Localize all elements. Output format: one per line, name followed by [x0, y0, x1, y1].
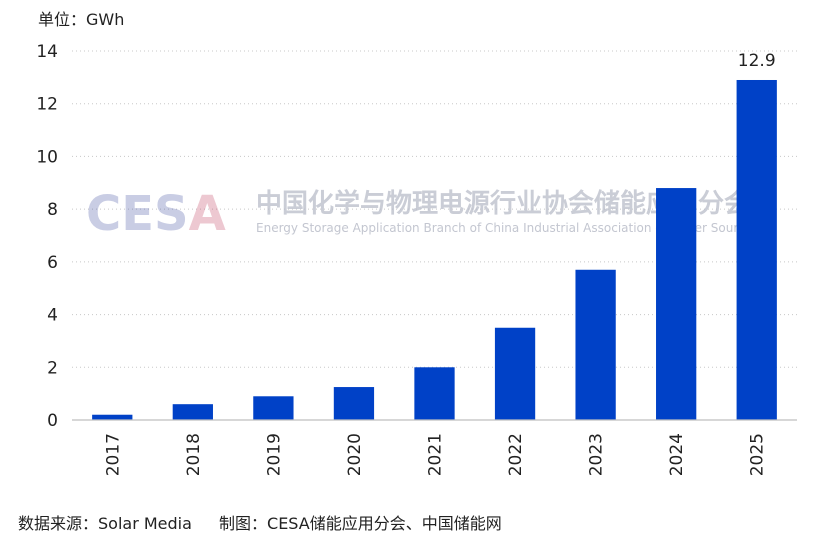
y-tick-label: 14 — [36, 42, 58, 62]
bar-2019 — [253, 396, 294, 420]
data-label: 12.9 — [738, 51, 776, 71]
unit-label: 单位：GWh — [38, 10, 124, 29]
x-tick-label: 2025 — [748, 433, 768, 476]
y-tick-label: 2 — [47, 358, 58, 378]
bar-2022 — [494, 327, 536, 420]
y-tick-label: 4 — [47, 306, 58, 326]
x-tick-label: 2019 — [264, 433, 284, 476]
y-tick-label: 0 — [47, 411, 58, 431]
x-tick-label: 2018 — [184, 433, 204, 476]
data-labels: 12.9 — [738, 51, 776, 71]
bar-2020 — [333, 387, 375, 420]
watermark-logo: CESA — [86, 186, 226, 242]
x-axis: 2017 2018 2019 2020 2021 2022 2023 2024 2025 — [103, 433, 767, 476]
footer: 数据来源：Solar Media 制图：CESA储能应用分会、中国储能网 — [18, 510, 524, 534]
x-tick-label: 2021 — [426, 433, 446, 476]
y-tick-label: 6 — [47, 253, 58, 273]
x-tick-label: 2024 — [667, 433, 687, 476]
bar-2021 — [414, 367, 455, 420]
x-tick-label: 2020 — [345, 433, 365, 476]
watermark-english: Energy Storage Application Branch of Chi… — [256, 221, 758, 235]
data-source: 数据来源：Solar Media — [18, 514, 192, 533]
x-tick-label: 2023 — [587, 433, 607, 476]
y-tick-label: 12 — [36, 95, 58, 115]
bars — [92, 79, 777, 420]
bar-2023 — [575, 269, 616, 420]
y-tick-label: 10 — [36, 147, 58, 167]
x-tick-label: 2022 — [506, 433, 526, 476]
bar-2025 — [736, 79, 777, 420]
chart-credit: 制图：CESA储能应用分会、中国储能网 — [219, 514, 502, 533]
y-tick-label: 8 — [47, 200, 58, 220]
y-axis: 0 2 4 6 8 10 12 14 — [36, 42, 58, 431]
bar-2024 — [656, 188, 697, 420]
x-tick-label: 2017 — [103, 433, 123, 476]
bar-2017 — [92, 414, 133, 420]
bar-2018 — [172, 404, 213, 420]
